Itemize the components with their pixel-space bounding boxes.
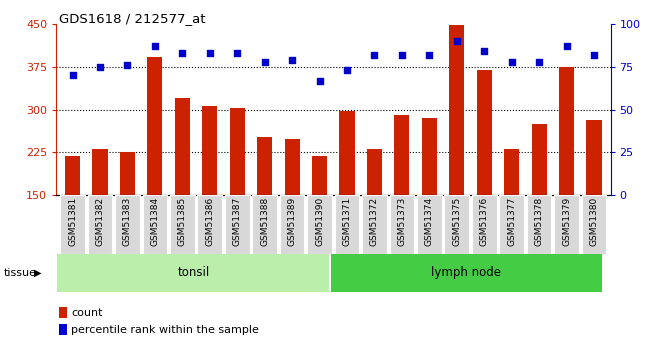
Text: GSM51384: GSM51384 (150, 197, 160, 246)
Text: GSM51376: GSM51376 (480, 197, 489, 246)
Bar (59, 307, 67, 318)
Text: GSM51387: GSM51387 (233, 197, 242, 246)
Bar (504, 149, 519, 195)
Bar (472, 195, 496, 254)
Point (534, 59, 544, 65)
Point (561, 43, 572, 49)
Bar (367, 149, 382, 195)
Point (397, 52, 407, 58)
Text: GSM51382: GSM51382 (96, 197, 104, 246)
Text: GDS1618 / 212577_at: GDS1618 / 212577_at (59, 12, 206, 25)
Point (369, 52, 380, 58)
Bar (280, 195, 304, 254)
Point (67, 72, 78, 78)
Text: GSM51373: GSM51373 (397, 197, 407, 246)
Point (479, 49, 490, 54)
Bar (449, 25, 465, 195)
Text: GSM51380: GSM51380 (589, 197, 599, 246)
Text: GSM51383: GSM51383 (123, 197, 132, 246)
Point (342, 68, 352, 73)
Bar (284, 139, 300, 195)
Bar (175, 98, 190, 195)
Bar (527, 195, 552, 254)
Point (150, 43, 160, 49)
Point (177, 50, 187, 56)
Text: ▶: ▶ (34, 268, 42, 277)
Bar (362, 195, 387, 254)
Text: GSM51379: GSM51379 (562, 197, 571, 246)
Bar (170, 195, 195, 254)
Bar (531, 124, 546, 195)
Bar (339, 111, 354, 195)
Bar (444, 195, 469, 254)
Bar (60, 195, 85, 254)
Bar (252, 195, 277, 254)
Bar (147, 57, 162, 195)
Point (314, 78, 325, 83)
Text: percentile rank within the sample: percentile rank within the sample (71, 325, 259, 335)
Text: GSM51371: GSM51371 (343, 197, 352, 246)
Text: GSM51377: GSM51377 (507, 197, 516, 246)
Bar (257, 137, 272, 195)
Bar (59, 324, 67, 335)
Bar (202, 106, 217, 195)
Point (205, 50, 215, 56)
Bar (88, 195, 112, 254)
Bar (335, 195, 360, 254)
Bar (587, 120, 601, 195)
Text: GSM51381: GSM51381 (68, 197, 77, 246)
Bar (422, 118, 437, 195)
Bar (307, 195, 332, 254)
Bar (65, 156, 80, 195)
Point (287, 57, 298, 63)
Bar (115, 195, 140, 254)
Text: GSM51390: GSM51390 (315, 197, 324, 246)
Point (424, 52, 435, 58)
Text: tissue: tissue (3, 268, 36, 277)
Text: GSM51389: GSM51389 (288, 197, 296, 246)
Point (506, 59, 517, 65)
Text: lymph node: lymph node (432, 266, 502, 279)
Bar (559, 67, 574, 195)
Bar (230, 108, 245, 195)
Text: GSM51372: GSM51372 (370, 197, 379, 246)
Point (95, 64, 106, 70)
Point (589, 52, 599, 58)
Text: GSM51378: GSM51378 (535, 197, 544, 246)
Bar (581, 195, 607, 254)
Bar (312, 156, 327, 195)
Bar (500, 195, 524, 254)
Point (451, 38, 462, 44)
Text: GSM51388: GSM51388 (260, 197, 269, 246)
Point (259, 59, 270, 65)
Bar (477, 70, 492, 195)
Bar (225, 195, 249, 254)
Text: count: count (71, 308, 102, 317)
Text: GSM51385: GSM51385 (178, 197, 187, 246)
Bar (417, 195, 442, 254)
Bar (57, 254, 329, 292)
Text: GSM51386: GSM51386 (205, 197, 214, 246)
Bar (389, 195, 414, 254)
Bar (197, 195, 222, 254)
Bar (120, 152, 135, 195)
Bar (143, 195, 167, 254)
Bar (395, 115, 409, 195)
Point (232, 50, 242, 56)
Bar (554, 195, 579, 254)
Text: tonsil: tonsil (177, 266, 209, 279)
Text: GSM51374: GSM51374 (425, 197, 434, 246)
Text: GSM51375: GSM51375 (452, 197, 461, 246)
Bar (92, 149, 108, 195)
Bar (331, 254, 603, 292)
Point (122, 62, 133, 68)
